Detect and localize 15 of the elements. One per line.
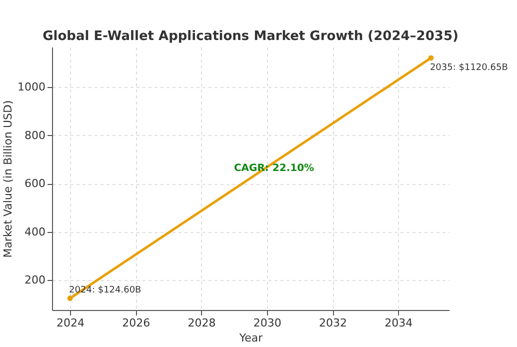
x-tick-label: 2030 xyxy=(253,316,282,330)
y-tick-label: 400 xyxy=(24,225,46,238)
annotation: 2035: $1120.65B xyxy=(430,62,508,73)
x-axis-title: Year xyxy=(238,332,264,344)
y-tick-label: 600 xyxy=(24,177,46,190)
chart-title: Global E-Wallet Applications Market Growth (2024–2035) xyxy=(42,29,458,44)
y-axis-title: Market Value (in Billion USD) xyxy=(2,100,15,258)
x-tick-label: 2032 xyxy=(319,316,348,330)
x-tick-label: 2028 xyxy=(188,316,216,330)
y-tick-label: 1000 xyxy=(18,80,46,94)
y-tick-label: 200 xyxy=(24,274,46,287)
x-tick-label: 2026 xyxy=(122,316,150,330)
x-tick-label: 2024 xyxy=(56,316,85,330)
y-tick-label: 800 xyxy=(24,128,46,142)
x-tick-label: 2034 xyxy=(384,316,413,330)
